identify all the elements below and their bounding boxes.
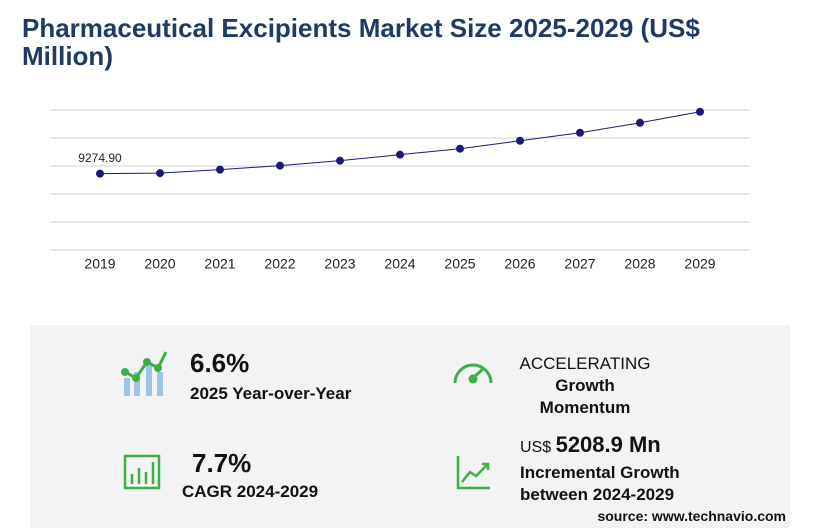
point	[576, 128, 584, 137]
point	[636, 118, 644, 127]
stat-value: ACCELERATING	[519, 354, 651, 373]
chart: 2019 2020 2021 2022 2023 2024 2025 2026 2027 2028…	[50, 107, 750, 272]
x-tick-label: 2020	[144, 256, 175, 272]
point	[336, 156, 344, 165]
growth-icon	[456, 456, 490, 490]
point	[96, 169, 104, 178]
point	[456, 144, 464, 153]
cagr-icon	[123, 454, 161, 490]
stat-label: Growth Momentum	[539, 376, 631, 417]
stat-value: 7.7%	[192, 448, 252, 478]
x-tick-label: 2024	[384, 256, 415, 272]
stat-value: 5208.9 Mn	[555, 432, 661, 457]
point	[216, 165, 224, 174]
stat-value: 6.6%	[190, 348, 250, 378]
x-tick-label: 2025	[444, 256, 475, 272]
stat-label: Incremental Growth between 2024-2029	[520, 463, 680, 504]
gauge-icon	[453, 363, 493, 384]
stat-label: CAGR 2024-2029	[182, 482, 319, 501]
x-tick-label: 2028	[624, 256, 655, 272]
point	[276, 161, 284, 170]
stats-panel	[30, 325, 790, 528]
stat-label: 2025 Year-over-Year	[190, 384, 352, 403]
point	[516, 136, 524, 145]
x-tick-label: 2023	[324, 256, 355, 272]
stat-prefix: US$	[520, 439, 552, 456]
stat: 6.6% 2025 Year-over-Year	[190, 348, 351, 405]
yoy-icon	[121, 351, 168, 396]
x-tick-label: 2026	[504, 256, 535, 272]
x-tick-label: 2019	[84, 256, 115, 272]
x-tick-label: 2027	[564, 256, 595, 272]
x-tick-label: 2029	[684, 256, 715, 272]
stat: US$ 5208.9 Mn Incremental Growth between…	[520, 432, 720, 506]
point	[396, 150, 404, 159]
point	[696, 107, 704, 116]
point	[156, 169, 164, 178]
value-label: 9274.90	[78, 151, 122, 165]
x-tick-label: 2021	[204, 256, 235, 272]
source: source: www.technavio.com	[597, 508, 786, 524]
x-tick-label: 2022	[264, 256, 295, 272]
stat: ACCELERATING Growth Momentum	[510, 353, 660, 419]
stat: 7.7% CAGR 2024-2029	[182, 448, 318, 503]
chart-title: Pharmaceutical Excipients Market Size 20…	[22, 13, 700, 71]
